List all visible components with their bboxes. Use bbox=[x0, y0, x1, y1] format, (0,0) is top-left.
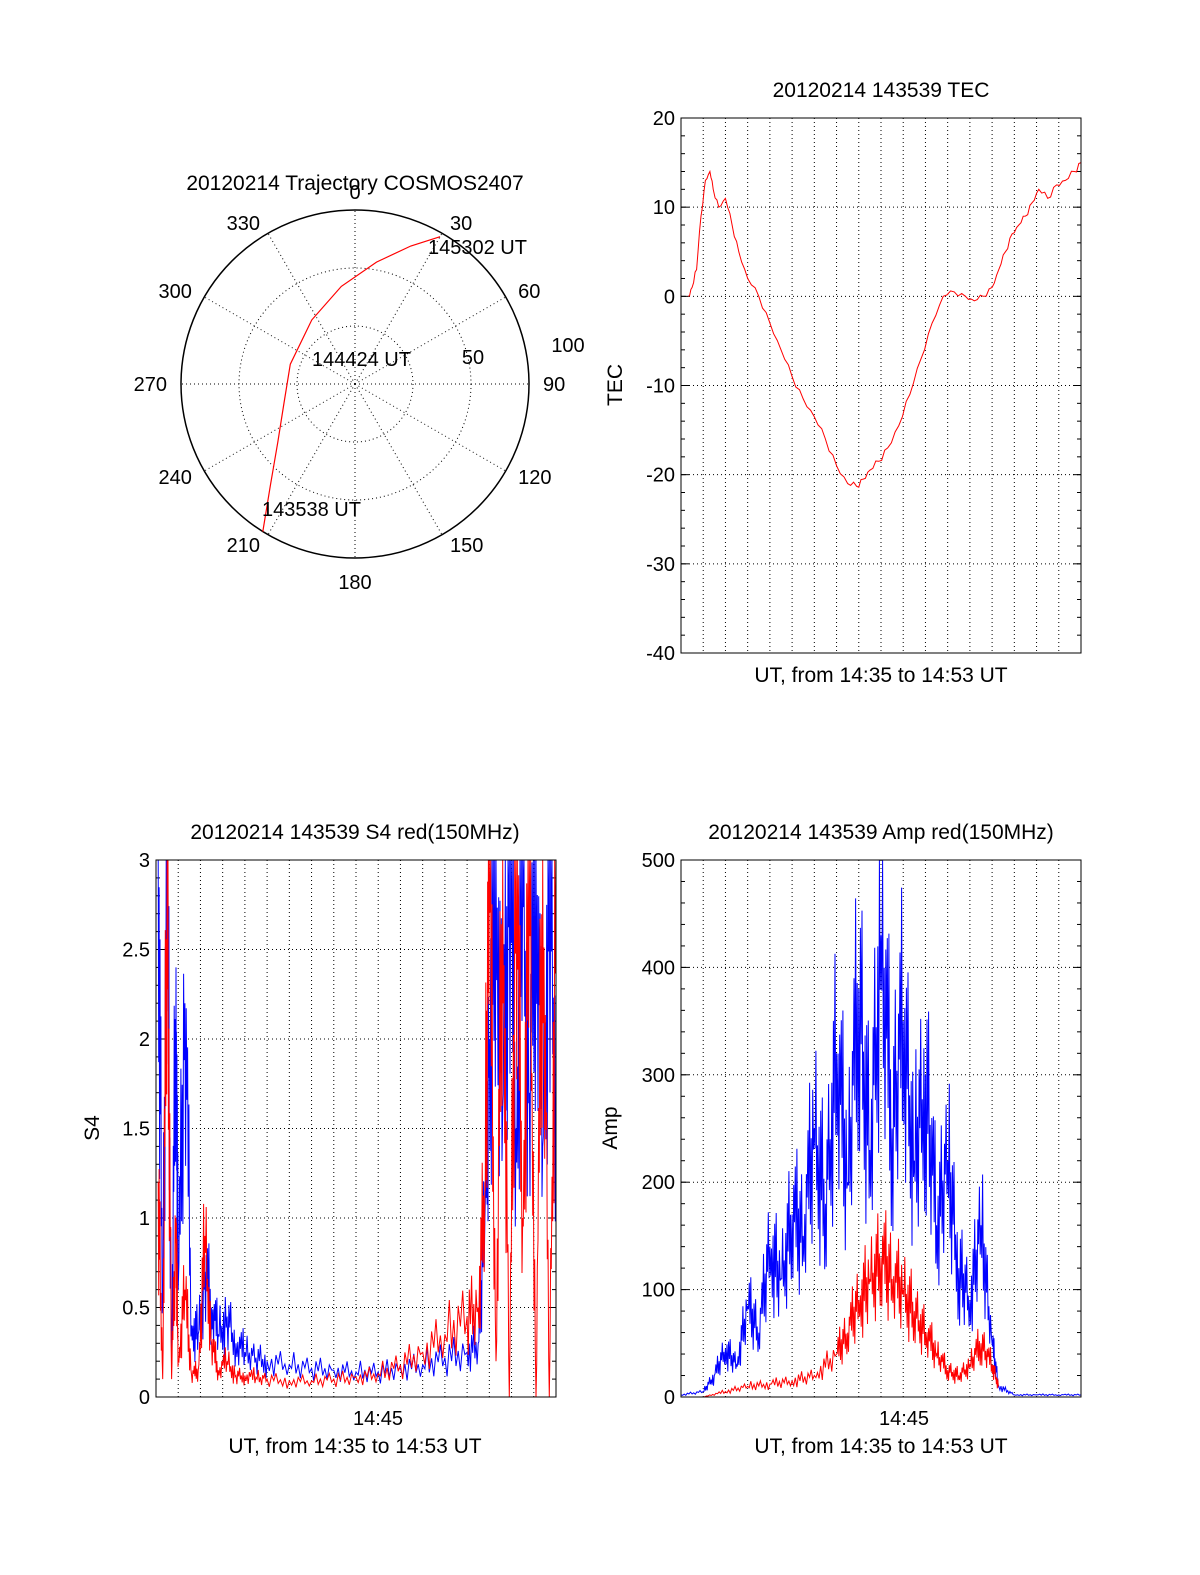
amp-ytick-label-2: 300 bbox=[642, 1065, 675, 1087]
polar-angle-label-210: 210 bbox=[227, 535, 260, 557]
tec-panel: 20120214 143539 TEC UT, from 14:35 to 14… bbox=[604, 79, 1082, 687]
s4-xlabel: UT, from 14:35 to 14:53 UT bbox=[228, 1435, 481, 1458]
polar-outer-circle bbox=[180, 209, 530, 559]
trajectory-line bbox=[262, 236, 441, 532]
tec-ytick-label-0: 20 bbox=[653, 108, 675, 130]
polar-grid bbox=[180, 209, 530, 559]
polar-radius-label-50: 50 bbox=[462, 347, 484, 369]
s4-title: 20120214 143539 S4 red(150MHz) bbox=[190, 821, 519, 844]
amp-xlabel: UT, from 14:35 to 14:53 UT bbox=[754, 1435, 1007, 1458]
tec-ylabel: TEC bbox=[604, 364, 627, 406]
polar-angle-labels: 0 30 60 90 120 150 180 210 240 270 300 330 bbox=[134, 182, 566, 594]
s4-series bbox=[157, 859, 557, 1398]
s4-ylabel: S4 bbox=[81, 1115, 104, 1141]
s4-xtick-14-45: 14:45 bbox=[353, 1408, 403, 1430]
tec-ytick-label-3: -10 bbox=[646, 376, 675, 398]
polar-angle-label-240: 240 bbox=[159, 467, 192, 489]
polar-angle-label-60: 60 bbox=[518, 281, 540, 303]
amp-ytick-label-5: 0 bbox=[664, 1387, 675, 1409]
tec-xlabel: UT, from 14:35 to 14:53 UT bbox=[754, 664, 1007, 687]
polar-angle-label-180: 180 bbox=[338, 572, 371, 594]
amp-ytick-label-0: 500 bbox=[642, 850, 675, 872]
s4-ytick-label-5: 0.5 bbox=[122, 1298, 150, 1320]
tec-series-line-0 bbox=[688, 162, 1082, 488]
amp-title: 20120214 143539 Amp red(150MHz) bbox=[708, 821, 1054, 844]
polar-trajectory-panel: 20120214 Trajectory COSMOS2407 0 30 60 90 12… bbox=[134, 172, 585, 594]
tec-y-ticks: 20 10 0 -10 -20 -30 -40 bbox=[646, 108, 1081, 665]
trajectory-series bbox=[262, 236, 441, 532]
tec-ytick-label-1: 10 bbox=[653, 197, 675, 219]
amp-ytick-label-1: 400 bbox=[642, 957, 675, 979]
polar-radius-labels: 50 100 bbox=[462, 335, 585, 369]
tec-series bbox=[688, 162, 1082, 488]
s4-panel: 20120214 143539 S4 red(150MHz) UT, from … bbox=[81, 821, 557, 1458]
polar-ring-1 bbox=[296, 325, 414, 443]
polar-angle-label-300: 300 bbox=[159, 281, 192, 303]
tec-ytick-label-5: -30 bbox=[646, 554, 675, 576]
tec-title: 20120214 143539 TEC bbox=[773, 79, 990, 102]
amp-series-line-0 bbox=[680, 859, 1082, 1397]
polar-spoke-60 bbox=[354, 296, 506, 385]
amp-xtick-14-45: 14:45 bbox=[879, 1408, 929, 1430]
s4-ytick-label-1: 2.5 bbox=[122, 940, 150, 962]
s4-ytick-label-6: 0 bbox=[139, 1387, 150, 1409]
amp-series-line-1 bbox=[703, 1210, 1000, 1398]
s4-frame bbox=[155, 859, 557, 1398]
tec-ytick-label-2: 0 bbox=[664, 286, 675, 308]
annotation-end: 145302 UT bbox=[428, 237, 527, 259]
annotation-mid: 144424 UT bbox=[312, 349, 411, 371]
polar-angle-label-0: 0 bbox=[349, 182, 360, 204]
polar-radius-label-100: 100 bbox=[551, 335, 584, 357]
polar-spoke-150 bbox=[354, 383, 443, 535]
polar-angle-label-90: 90 bbox=[543, 374, 565, 396]
polar-title: 20120214 Trajectory COSMOS2407 bbox=[186, 172, 523, 195]
polar-spoke-330 bbox=[267, 233, 356, 385]
tec-ytick-label-4: -20 bbox=[646, 465, 675, 487]
polar-spoke-210 bbox=[267, 383, 356, 535]
polar-spoke-240 bbox=[204, 383, 356, 472]
annotation-start: 143538 UT bbox=[262, 499, 361, 521]
polar-angle-label-120: 120 bbox=[518, 467, 551, 489]
polar-spoke-300 bbox=[204, 296, 356, 385]
amp-ytick-label-3: 200 bbox=[642, 1172, 675, 1194]
polar-spoke-120 bbox=[354, 383, 506, 472]
tec-frame bbox=[680, 117, 1082, 654]
amp-ylabel: Amp bbox=[599, 1106, 622, 1149]
amp-frame bbox=[680, 859, 1082, 1398]
tec-grid bbox=[681, 118, 1081, 653]
polar-angle-label-330: 330 bbox=[227, 213, 260, 235]
s4-series-line-1 bbox=[157, 859, 557, 1398]
s4-ytick-label-2: 2 bbox=[139, 1029, 150, 1051]
s4-series-line-0 bbox=[157, 859, 557, 1384]
polar-angle-label-150: 150 bbox=[450, 535, 483, 557]
polar-spoke-30 bbox=[354, 233, 443, 385]
amp-y-ticks: 500 400 300 200 100 0 bbox=[642, 850, 1081, 1409]
amp-ytick-label-4: 100 bbox=[642, 1280, 675, 1302]
amp-panel: 20120214 143539 Amp red(150MHz) UT, from… bbox=[599, 821, 1082, 1458]
amp-series bbox=[680, 859, 1082, 1398]
polar-angle-label-30: 30 bbox=[450, 213, 472, 235]
s4-ytick-label-4: 1 bbox=[139, 1208, 150, 1230]
tec-ytick-label-6: -40 bbox=[646, 643, 675, 665]
s4-ytick-label-3: 1.5 bbox=[122, 1119, 150, 1141]
polar-angle-label-270: 270 bbox=[134, 374, 167, 396]
s4-ytick-label-0: 3 bbox=[139, 850, 150, 872]
